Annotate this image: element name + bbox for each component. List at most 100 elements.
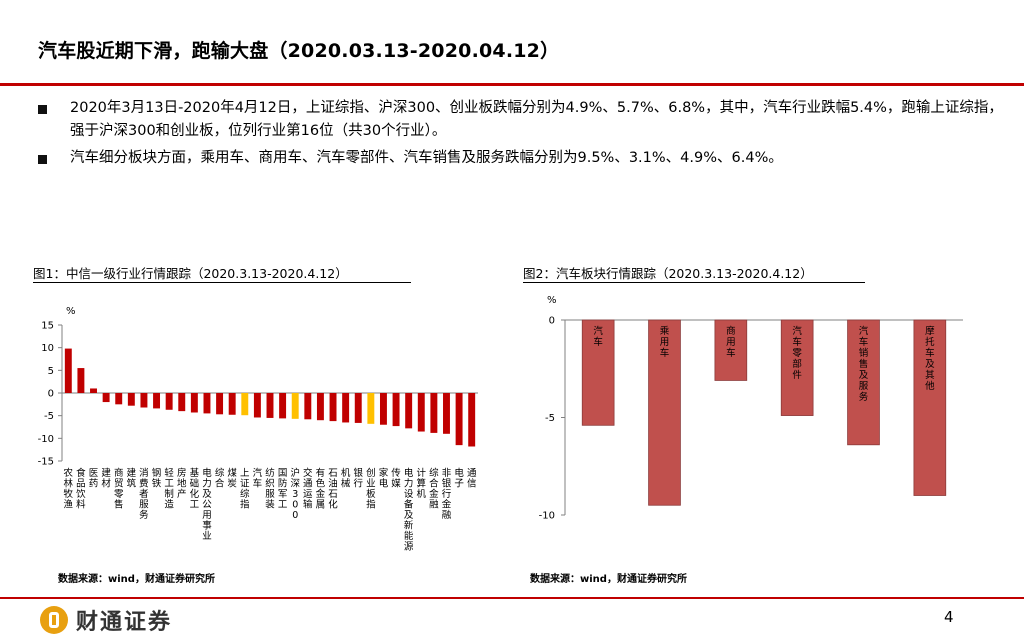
x-tick-label: 合 xyxy=(215,478,225,490)
bar-汽车销售及服务 xyxy=(847,319,880,446)
category-label: 及 xyxy=(925,359,935,370)
x-tick-label: 电 xyxy=(404,467,414,479)
x-tick-label: 务 xyxy=(139,509,149,521)
x-tick-label: 工 xyxy=(190,500,200,511)
category-label: 售 xyxy=(859,358,869,370)
x-tick-label: 运 xyxy=(303,489,313,500)
x-tick-label: 金 xyxy=(429,488,439,500)
x-tick-label: 信 xyxy=(467,478,477,490)
category-label: 部 xyxy=(792,358,802,370)
x-tick-label: 石 xyxy=(328,468,338,479)
x-tick-label: 化 xyxy=(328,499,338,511)
x-tick-label: 通 xyxy=(303,479,313,490)
x-tick-label: 工 xyxy=(164,479,174,490)
x-tick-label: 零 xyxy=(114,489,124,500)
bullet-text: 2020年3月13日-2020年4月12日，上证综指、沪深300、创业板跌幅分别… xyxy=(70,100,1003,139)
x-tick-label: 业 xyxy=(202,531,212,542)
bar-石油石化 xyxy=(329,393,337,422)
category-label: 汽 xyxy=(792,325,802,337)
x-tick-label: 事 xyxy=(202,520,212,532)
y-tick-label: 5 xyxy=(48,366,54,377)
x-tick-label: 通 xyxy=(467,468,477,479)
bar-通信 xyxy=(468,393,476,447)
x-tick-label: 创 xyxy=(366,467,376,479)
x-tick-label: 综 xyxy=(215,467,225,479)
x-tick-label: 证 xyxy=(240,479,250,490)
category-label: 用 xyxy=(660,337,670,348)
bar-计算机 xyxy=(417,393,425,432)
bar-综合 xyxy=(216,393,224,415)
figure2-caption: 图2：汽车板块行情跟踪（2020.3.13-2020.4.12） xyxy=(523,266,813,281)
page-title: 汽车股近期下滑，跑输大盘（2020.03.13-2020.04.12） xyxy=(38,40,560,62)
x-tick-label: 料 xyxy=(76,499,86,511)
x-tick-label: 工 xyxy=(278,500,288,511)
category-label: 车 xyxy=(792,336,802,348)
bar-消费者服务 xyxy=(140,393,148,408)
x-tick-label: 建 xyxy=(127,467,137,479)
bar-电子 xyxy=(455,393,463,446)
x-tick-label: 深 xyxy=(290,479,300,490)
category-label: 汽 xyxy=(593,325,603,337)
y-tick-label: 0 xyxy=(549,316,555,327)
x-tick-label: 国 xyxy=(278,468,288,479)
x-tick-label: 用 xyxy=(202,510,212,521)
x-tick-label: 及 xyxy=(202,489,212,500)
x-tick-label: 综 xyxy=(429,467,439,479)
x-tick-label: 商 xyxy=(114,467,124,479)
x-tick-label: 备 xyxy=(404,499,414,511)
x-tick-label: 子 xyxy=(454,479,464,490)
x-tick-label: 贸 xyxy=(114,478,124,490)
figure1-caption-underline xyxy=(33,282,411,283)
x-tick-label: 品 xyxy=(76,479,86,490)
x-tick-label: 石 xyxy=(328,489,338,500)
category-label: 零 xyxy=(792,348,802,359)
x-tick-label: 饮 xyxy=(76,488,86,500)
title-divider xyxy=(0,83,1024,86)
bar-汽车 xyxy=(253,393,261,418)
x-tick-label: 炭 xyxy=(227,479,237,490)
x-tick-label: 3 xyxy=(292,489,298,500)
x-tick-label: 煤 xyxy=(227,467,237,479)
bar-乘用车 xyxy=(648,319,681,506)
x-tick-label: 者 xyxy=(139,489,149,500)
x-tick-label: 融 xyxy=(429,500,439,511)
bar-汽车零部件 xyxy=(780,319,814,416)
x-tick-label: 指 xyxy=(366,499,376,511)
x-tick-label: 服 xyxy=(139,500,149,511)
figure2-caption-underline xyxy=(523,282,865,283)
industry-bar-chart: %151050-5-10-15农林牧渔食品饮料医药建材商贸零售建筑消费者服务钢铁… xyxy=(38,306,478,553)
x-tick-label: 制 xyxy=(164,488,174,500)
x-tick-label: 银 xyxy=(353,467,363,479)
bar-商贸零售 xyxy=(115,393,123,405)
x-tick-label: 钢 xyxy=(152,467,162,479)
figure1-caption: 图1：中信一级行业行情跟踪（2020.3.13-2020.4.12） xyxy=(33,266,348,281)
x-tick-label: 基 xyxy=(190,467,200,479)
category-label: 摩 xyxy=(925,325,935,337)
bar-传媒 xyxy=(392,393,400,427)
x-tick-label: 化 xyxy=(190,488,200,500)
x-tick-label: 行 xyxy=(353,478,363,490)
x-tick-label: 房 xyxy=(177,467,187,479)
bar-机械 xyxy=(342,393,350,423)
x-tick-label: 上 xyxy=(240,468,250,479)
y-tick-label: -10 xyxy=(38,434,54,445)
x-tick-label: 力 xyxy=(202,478,212,490)
logo-text: 财通证券 xyxy=(76,610,173,635)
x-tick-label: 色 xyxy=(316,478,326,490)
x-tick-label: 输 xyxy=(303,499,313,511)
y-tick-label: -10 xyxy=(539,511,555,522)
x-tick-label: 售 xyxy=(114,499,124,511)
category-label: 销 xyxy=(859,347,869,359)
x-tick-label: 银 xyxy=(442,478,452,490)
category-label: 车 xyxy=(593,336,603,348)
x-tick-label: 合 xyxy=(429,478,439,490)
x-tick-label: 医 xyxy=(89,468,99,479)
bar-家电 xyxy=(379,393,387,425)
category-label: 乘 xyxy=(660,325,670,337)
x-tick-label: 机 xyxy=(417,488,427,500)
bar-上证综指 xyxy=(241,393,249,416)
bullet-text: 汽车细分板块方面，乘用车、商用车、汽车零部件、汽车销售及服务跌幅分别为9.5%、… xyxy=(70,150,783,166)
x-tick-label: 非 xyxy=(442,467,452,479)
y-tick-label: -15 xyxy=(38,457,54,468)
